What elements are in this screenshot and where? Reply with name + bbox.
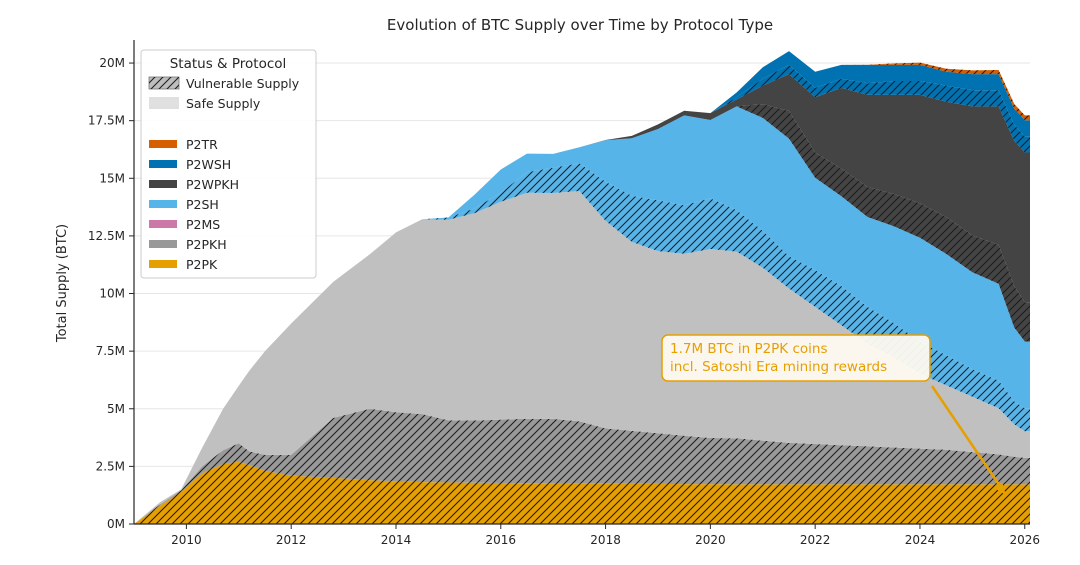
annotation-line-2: incl. Satoshi Era mining rewards (670, 359, 887, 375)
annotation-arrowhead (994, 482, 1006, 495)
y-tick-label: 15M (99, 171, 125, 185)
x-tick-label: 2026 (1009, 533, 1040, 547)
legend-swatch-p2ms (149, 220, 177, 228)
annotation-box (661, 334, 931, 382)
y-tick-label: 17.5M (88, 114, 125, 128)
y-tick-label: 5M (107, 402, 125, 416)
legend-label-p2sh: P2SH (186, 197, 219, 212)
legend-swatch-p2pk (149, 260, 177, 268)
x-tick-label: 2024 (905, 533, 936, 547)
annotation-arrow (930, 385, 1004, 490)
tick-labels: 0M 2.5M 5M 7.5M 10M 12.5M 15M 17.5M 20M 2010 2012 2… (88, 56, 1040, 547)
stacked-areas (134, 51, 1030, 524)
y-tick-label: 10M (99, 287, 125, 301)
legend-label-safe-supply: Safe Supply (186, 96, 261, 111)
y-tick-label: 7.5M (96, 344, 125, 358)
hatch-p2pk (134, 461, 1030, 524)
y-tick-label: 20M (99, 56, 125, 70)
legend-title: Status & Protocol (170, 56, 287, 72)
legend-box (140, 49, 317, 279)
y-axis-label: Total Supply (BTC) (55, 224, 70, 343)
x-tick-label: 2020 (695, 533, 726, 547)
y-tick-label: 12.5M (88, 229, 125, 243)
legend-swatch-p2sh (149, 200, 177, 208)
legend-label-p2ms: P2MS (186, 217, 220, 232)
legend-swatch-p2wpkh (149, 180, 177, 188)
x-tick-label: 2010 (171, 533, 202, 547)
legend-label-p2wsh: P2WSH (186, 157, 231, 172)
chart-title: Evolution of BTC Supply over Time by Pro… (387, 16, 773, 34)
x-tick-label: 2012 (276, 533, 307, 547)
legend-swatch-vulnerable-hatch (149, 77, 179, 89)
legend-swatch-p2wsh (149, 160, 177, 168)
x-tick-label: 2014 (381, 533, 412, 547)
x-tick-label: 2022 (800, 533, 831, 547)
legend-label-p2pkh: P2PKH (186, 237, 227, 252)
legend-label-vulnerable-supply: Vulnerable Supply (186, 76, 300, 91)
p2pk-annotation: 1.7M BTC in P2PK coins incl. Satoshi Era… (661, 334, 1006, 495)
legend-label-p2pk: P2PK (186, 257, 218, 272)
y-tick-label: 2.5M (96, 459, 125, 473)
legend-swatch-safe (149, 97, 179, 109)
annotation-line-1: 1.7M BTC in P2PK coins (670, 341, 827, 357)
legend-label-p2wpkh: P2WPKH (186, 177, 239, 192)
legend: Status & Protocol Vulnerable Supply Safe … (140, 49, 317, 279)
area-p2wpkh-safe (134, 74, 1030, 524)
legend-label-p2tr: P2TR (186, 137, 218, 152)
legend-swatch-p2tr (149, 140, 177, 148)
x-tick-label: 2016 (486, 533, 517, 547)
x-tick-label: 2018 (590, 533, 621, 547)
hatch-p2pkh (134, 408, 1030, 524)
area-p2pkh-safe (134, 191, 1030, 524)
legend-swatch-p2pkh (149, 240, 177, 248)
area-p2sh-safe (134, 106, 1030, 524)
y-tick-label: 0M (107, 517, 125, 531)
